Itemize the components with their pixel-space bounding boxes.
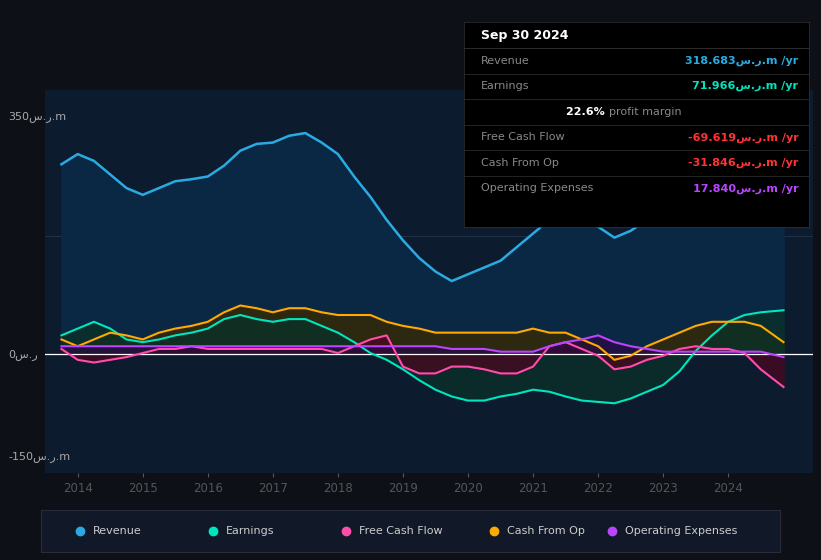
Text: Revenue: Revenue bbox=[481, 56, 530, 66]
Text: 318.683س.ر.m /yr: 318.683س.ر.m /yr bbox=[685, 55, 798, 66]
Text: Earnings: Earnings bbox=[226, 526, 274, 535]
Text: Free Cash Flow: Free Cash Flow bbox=[359, 526, 443, 535]
Text: Cash From Op: Cash From Op bbox=[507, 526, 585, 535]
Text: Operating Expenses: Operating Expenses bbox=[625, 526, 737, 535]
Text: 0س.ر: 0س.ر bbox=[8, 349, 38, 360]
Text: 17.840س.ر.m /yr: 17.840س.ر.m /yr bbox=[693, 183, 798, 194]
Text: -31.846س.ر.m /yr: -31.846س.ر.m /yr bbox=[688, 158, 798, 168]
Text: -69.619س.ر.m /yr: -69.619س.ر.m /yr bbox=[688, 132, 798, 143]
Text: profit margin: profit margin bbox=[608, 107, 681, 117]
Text: -150س.ر.m: -150س.ر.m bbox=[8, 451, 71, 461]
Text: 350س.ر.m: 350س.ر.m bbox=[8, 111, 67, 122]
Text: Operating Expenses: Operating Expenses bbox=[481, 184, 594, 193]
Text: 22.6%: 22.6% bbox=[566, 107, 608, 117]
Text: Earnings: Earnings bbox=[481, 81, 530, 91]
Text: Cash From Op: Cash From Op bbox=[481, 158, 559, 168]
Text: Sep 30 2024: Sep 30 2024 bbox=[481, 29, 569, 41]
Text: Free Cash Flow: Free Cash Flow bbox=[481, 132, 565, 142]
Text: Revenue: Revenue bbox=[93, 526, 141, 535]
Text: 71.966س.ر.m /yr: 71.966س.ر.m /yr bbox=[692, 81, 798, 91]
